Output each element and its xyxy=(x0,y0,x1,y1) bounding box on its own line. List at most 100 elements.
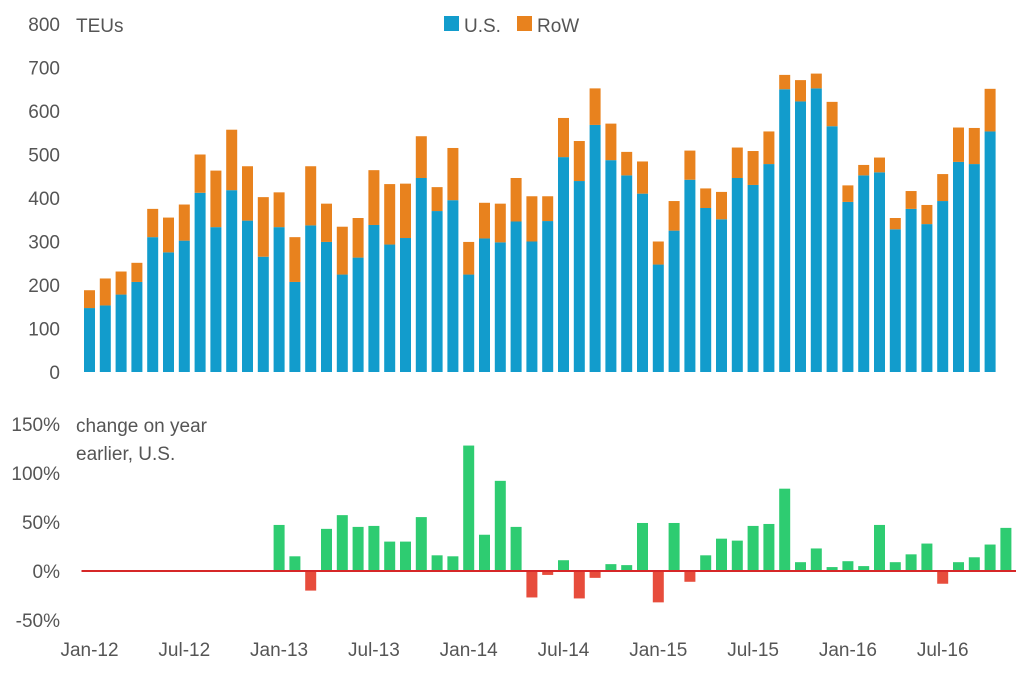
bar-change xyxy=(937,571,949,584)
bar-change xyxy=(905,554,917,571)
bar-row xyxy=(479,202,490,239)
bar-row xyxy=(494,203,506,243)
bar-change xyxy=(826,567,838,571)
bar-change xyxy=(968,557,980,571)
top-y-axis-label: TEUs xyxy=(76,16,124,37)
bottom-y-tick: 150% xyxy=(11,415,60,436)
bar-us xyxy=(273,227,285,372)
bar-us xyxy=(763,164,775,372)
bar-us xyxy=(99,305,111,372)
bottom-y-tick: 50% xyxy=(22,513,60,534)
top-y-tick: 700 xyxy=(28,59,60,80)
bar-us xyxy=(826,126,838,372)
bottom-y-tick: 100% xyxy=(11,464,60,485)
bar-row xyxy=(257,197,269,257)
bar-change xyxy=(874,524,885,571)
bar-row xyxy=(953,127,964,162)
bar-change xyxy=(558,560,569,571)
bar-change xyxy=(779,488,791,571)
bar-us xyxy=(84,308,95,372)
bar-change xyxy=(352,526,364,571)
bar-change xyxy=(494,480,506,571)
bar-us xyxy=(242,220,253,372)
bar-change xyxy=(273,524,285,571)
x-tick: Jan-14 xyxy=(440,640,499,661)
top-y-tick: 400 xyxy=(28,189,60,210)
x-tick: Jul-13 xyxy=(348,640,400,661)
bar-row xyxy=(842,185,854,202)
bar-change xyxy=(321,528,332,571)
bar-row xyxy=(810,73,822,89)
bar-change xyxy=(684,571,696,582)
bar-change xyxy=(526,571,538,598)
bar-us xyxy=(368,224,380,372)
bar-row xyxy=(336,226,348,275)
bar-row xyxy=(273,192,285,228)
bar-us xyxy=(510,221,522,372)
bar-row xyxy=(99,278,111,306)
bar-us xyxy=(305,225,317,372)
bar-row xyxy=(589,88,601,125)
bar-row xyxy=(431,187,443,212)
bar-change xyxy=(305,571,317,591)
bar-us xyxy=(637,193,648,372)
bar-us xyxy=(178,240,190,372)
bar-row xyxy=(178,204,190,241)
bar-us xyxy=(415,177,427,372)
bottom-annotation-line1: change on year xyxy=(76,416,208,437)
bar-change xyxy=(700,555,712,571)
x-tick: Jan-13 xyxy=(250,640,308,661)
bar-row xyxy=(652,241,664,265)
top-y-tick: 500 xyxy=(28,146,60,167)
bar-row xyxy=(984,88,996,132)
bar-us xyxy=(621,175,633,372)
bar-change xyxy=(747,525,759,571)
bar-row xyxy=(415,136,427,178)
bar-us xyxy=(968,164,980,372)
x-tick: Jul-16 xyxy=(917,640,969,661)
bar-change xyxy=(1000,527,1012,571)
bar-us xyxy=(352,257,364,372)
bar-us xyxy=(684,179,696,372)
bar-us xyxy=(921,224,933,372)
bar-row xyxy=(226,129,238,191)
bar-change xyxy=(589,571,601,578)
bar-us xyxy=(558,157,569,372)
bar-us xyxy=(479,238,490,372)
x-tick: Jul-12 xyxy=(158,640,210,661)
bar-row xyxy=(84,290,95,309)
bar-us xyxy=(605,160,617,372)
bar-change xyxy=(368,525,380,571)
bar-row xyxy=(526,196,538,242)
x-axis: Jan-12 Jul-12 Jan-13 Jul-13 Jan-14 Jul-14 Jan-… xyxy=(60,640,968,661)
bar-change xyxy=(605,564,617,571)
bar-change xyxy=(384,541,396,571)
bar-us xyxy=(858,175,870,372)
bar-us xyxy=(747,184,759,372)
bar-change xyxy=(858,566,870,571)
top-y-tick: 600 xyxy=(28,102,60,123)
bar-us xyxy=(779,89,791,372)
bar-row xyxy=(621,151,633,176)
bar-row xyxy=(131,262,143,282)
bar-us xyxy=(668,230,680,372)
bar-change xyxy=(921,543,933,571)
bar-row xyxy=(795,80,806,102)
bar-us xyxy=(542,221,554,372)
bar-row xyxy=(163,217,174,253)
bar-change xyxy=(652,571,664,603)
bar-row xyxy=(400,183,411,239)
bar-us xyxy=(716,219,727,372)
bar-us xyxy=(984,131,996,372)
bar-change xyxy=(668,522,680,571)
bar-row xyxy=(384,184,396,245)
bar-row xyxy=(542,196,554,222)
legend-label-row: RoW xyxy=(537,16,579,37)
top-y-tick: 100 xyxy=(28,320,60,341)
top-y-tick: 300 xyxy=(28,233,60,254)
bar-us xyxy=(115,294,127,372)
bar-change xyxy=(716,538,727,571)
bar-change xyxy=(763,523,775,571)
bar-us xyxy=(131,281,143,372)
